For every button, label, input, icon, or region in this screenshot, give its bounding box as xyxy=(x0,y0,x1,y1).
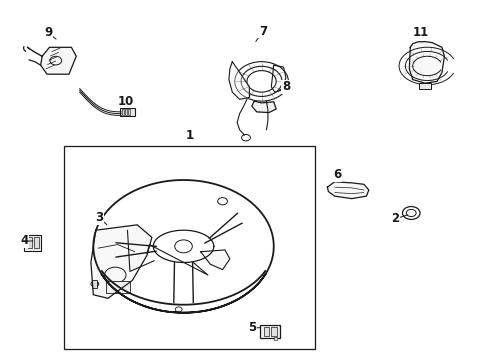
Text: 10: 10 xyxy=(118,95,134,108)
Bar xyxy=(120,108,135,116)
Bar xyxy=(263,327,269,336)
Bar xyxy=(273,337,277,339)
Polygon shape xyxy=(408,41,444,83)
Bar xyxy=(122,109,123,116)
FancyBboxPatch shape xyxy=(260,325,280,338)
Text: 2: 2 xyxy=(391,212,399,225)
Text: 6: 6 xyxy=(332,168,341,181)
Text: 7: 7 xyxy=(259,25,266,38)
Polygon shape xyxy=(91,225,152,298)
Bar xyxy=(128,109,130,116)
Text: 1: 1 xyxy=(185,129,194,142)
Text: 5: 5 xyxy=(247,321,255,334)
Text: 11: 11 xyxy=(412,26,428,39)
Bar xyxy=(92,280,97,288)
Polygon shape xyxy=(251,101,276,113)
Polygon shape xyxy=(327,182,368,199)
Bar xyxy=(270,327,276,336)
Text: 3: 3 xyxy=(95,211,103,224)
Bar xyxy=(34,237,39,248)
Text: 9: 9 xyxy=(44,27,53,40)
Text: 4: 4 xyxy=(20,234,28,247)
Bar xyxy=(125,109,127,116)
Bar xyxy=(418,83,430,89)
Bar xyxy=(27,237,32,248)
FancyBboxPatch shape xyxy=(24,235,41,251)
Polygon shape xyxy=(228,62,249,99)
Polygon shape xyxy=(200,250,229,270)
Text: 8: 8 xyxy=(281,80,289,93)
Polygon shape xyxy=(41,47,76,74)
Bar xyxy=(64,146,315,348)
Bar xyxy=(105,282,130,293)
